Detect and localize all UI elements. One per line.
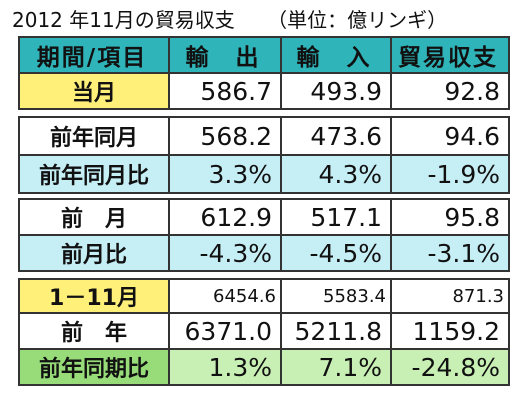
- row-label: 前月比: [18, 234, 170, 272]
- table-cell: 92.8: [390, 72, 510, 110]
- header-cell: 貿易収支: [390, 36, 510, 74]
- table-cell: 473.6: [280, 116, 392, 156]
- table-cell: 3.3%: [168, 154, 282, 194]
- table-cell: 871.3: [390, 278, 510, 314]
- row-label: 前 月: [18, 198, 170, 236]
- table-block-current: 期間/項目 輸 出 輸 入 貿易収支 当月 586.7 493.9 92.8: [18, 36, 510, 110]
- table-cell: 4.3%: [280, 154, 392, 194]
- table-cell: 6454.6: [168, 278, 282, 314]
- table-block-prev-month: 前 月 612.9 517.1 95.8 前月比 -4.3% -4.5% -3.…: [18, 198, 510, 272]
- table-cell: -1.9%: [390, 154, 510, 194]
- header-row: 期間/項目 輸 出 輸 入 貿易収支: [18, 36, 510, 74]
- table-row: 当月 586.7 493.9 92.8: [18, 72, 510, 110]
- table-cell: -4.5%: [280, 234, 392, 272]
- table-cell: -3.1%: [390, 234, 510, 272]
- row-label: 前 年: [18, 312, 170, 350]
- title-text: 2012 年11月の貿易収支: [12, 8, 235, 32]
- table-cell: -24.8%: [390, 348, 510, 386]
- row-label: 当月: [18, 72, 170, 110]
- row-label: 前年同月比: [18, 154, 170, 194]
- table-cell: 493.9: [280, 72, 392, 110]
- table-row: 前年同期比 1.3% 7.1% -24.8%: [18, 348, 510, 386]
- unit-text: （単位：億リンギ）: [267, 8, 448, 32]
- table-cell: 517.1: [280, 198, 392, 236]
- table-cell: 568.2: [168, 116, 282, 156]
- table-cell: 5583.4: [280, 278, 392, 314]
- table-cell: 7.1%: [280, 348, 392, 386]
- table-block-prev-year: 前年同月 568.2 473.6 94.6 前年同月比 3.3% 4.3% -1…: [18, 116, 510, 194]
- row-label: 前年同期比: [18, 348, 170, 386]
- table-title: 2012 年11月の貿易収支 （単位：億リンギ）: [12, 6, 447, 34]
- header-cell: 輸 入: [280, 36, 392, 74]
- header-cell: 輸 出: [168, 36, 282, 74]
- table-cell: 1159.2: [390, 312, 510, 350]
- header-cell: 期間/項目: [18, 36, 170, 74]
- table-cell: 5211.8: [280, 312, 392, 350]
- table-cell: 6371.0: [168, 312, 282, 350]
- table-row: 前 月 612.9 517.1 95.8: [18, 198, 510, 236]
- table-row: 前年同月 568.2 473.6 94.6: [18, 116, 510, 156]
- table-row: 前 年 6371.0 5211.8 1159.2: [18, 312, 510, 350]
- table-cell: 612.9: [168, 198, 282, 236]
- table-row: 1－11月 6454.6 5583.4 871.3: [18, 278, 510, 314]
- table-cell: 1.3%: [168, 348, 282, 386]
- table-cell: -4.3%: [168, 234, 282, 272]
- table-cell: 94.6: [390, 116, 510, 156]
- row-label: 1－11月: [18, 278, 170, 314]
- table-row: 前年同月比 3.3% 4.3% -1.9%: [18, 154, 510, 194]
- row-label: 前年同月: [18, 116, 170, 156]
- table-row: 前月比 -4.3% -4.5% -3.1%: [18, 234, 510, 272]
- table-block-ytd: 1－11月 6454.6 5583.4 871.3 前 年 6371.0 521…: [18, 278, 510, 386]
- table-cell: 586.7: [168, 72, 282, 110]
- table-cell: 95.8: [390, 198, 510, 236]
